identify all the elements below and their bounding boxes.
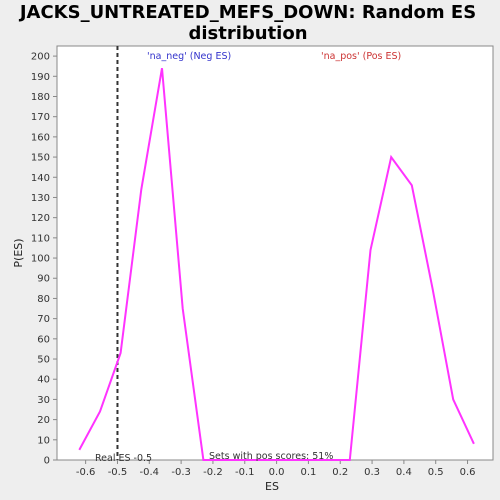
y-tick-label: 20 — [37, 415, 50, 426]
x-tick-label: 0.6 — [460, 467, 476, 478]
y-tick-label: 60 — [37, 334, 50, 345]
y-tick-label: 30 — [37, 395, 50, 406]
x-axis-label: ES — [265, 480, 279, 493]
y-tick-label: 10 — [37, 435, 50, 446]
x-tick-label: -0.4 — [140, 467, 160, 478]
x-tick-label: 0.5 — [428, 467, 444, 478]
y-tick-label: 40 — [37, 375, 50, 386]
pos-es-label: 'na_pos' (Pos ES) — [321, 51, 401, 62]
x-tick-label: -0.2 — [203, 467, 223, 478]
x-tick-label: -0.6 — [76, 467, 96, 478]
y-tick-label: 110 — [31, 233, 50, 244]
y-tick-label: 100 — [31, 254, 50, 265]
y-tick-label: 140 — [31, 173, 50, 184]
x-tick-label: 0.0 — [269, 467, 285, 478]
y-tick-label: 170 — [31, 112, 50, 123]
es-distribution-line — [78, 68, 475, 461]
y-tick-label: 200 — [31, 52, 50, 63]
x-tick-label: -0.5 — [108, 467, 128, 478]
y-tick-label: 130 — [31, 193, 50, 204]
x-tick-label: -0.1 — [235, 467, 255, 478]
chart-title-line1: JACKS_UNTREATED_MEFS_DOWN: Random ES — [18, 2, 476, 23]
x-tick-label: -0.3 — [171, 467, 191, 478]
y-axis-label: P(ES) — [12, 238, 25, 267]
y-tick-label: 0 — [44, 456, 50, 467]
y-tick-label: 80 — [37, 294, 50, 305]
x-tick-label: 0.2 — [332, 467, 348, 478]
y-tick-label: 70 — [37, 314, 50, 325]
plot-area — [56, 45, 494, 461]
x-tick-label: 0.4 — [396, 467, 412, 478]
y-tick-label: 150 — [31, 153, 50, 164]
chart-title-line2: distribution — [188, 23, 307, 44]
neg-es-label: 'na_neg' (Neg ES) — [147, 51, 231, 62]
x-axis: -0.6 -0.5 -0.4 -0.3 -0.2 -0.1 0.0 0.1 0.2 0.3 0.4 0… — [76, 460, 476, 478]
x-tick-label: 0.1 — [300, 467, 316, 478]
y-tick-label: 190 — [31, 72, 50, 83]
real-es-label: Real ES -0.5 — [95, 453, 152, 464]
y-tick-label: 120 — [31, 213, 50, 224]
sets-pos-scores-label: Sets with pos scores: 51% — [209, 451, 333, 462]
y-tick-label: 180 — [31, 92, 50, 103]
y-tick-label: 50 — [37, 355, 50, 366]
y-tick-label: 90 — [37, 274, 50, 285]
y-tick-label: 160 — [31, 132, 50, 143]
y-axis: 0 10 20 30 40 50 60 70 80 90 100 110 120 130 140 150 160… — [31, 52, 57, 467]
x-tick-label: 0.3 — [364, 467, 380, 478]
